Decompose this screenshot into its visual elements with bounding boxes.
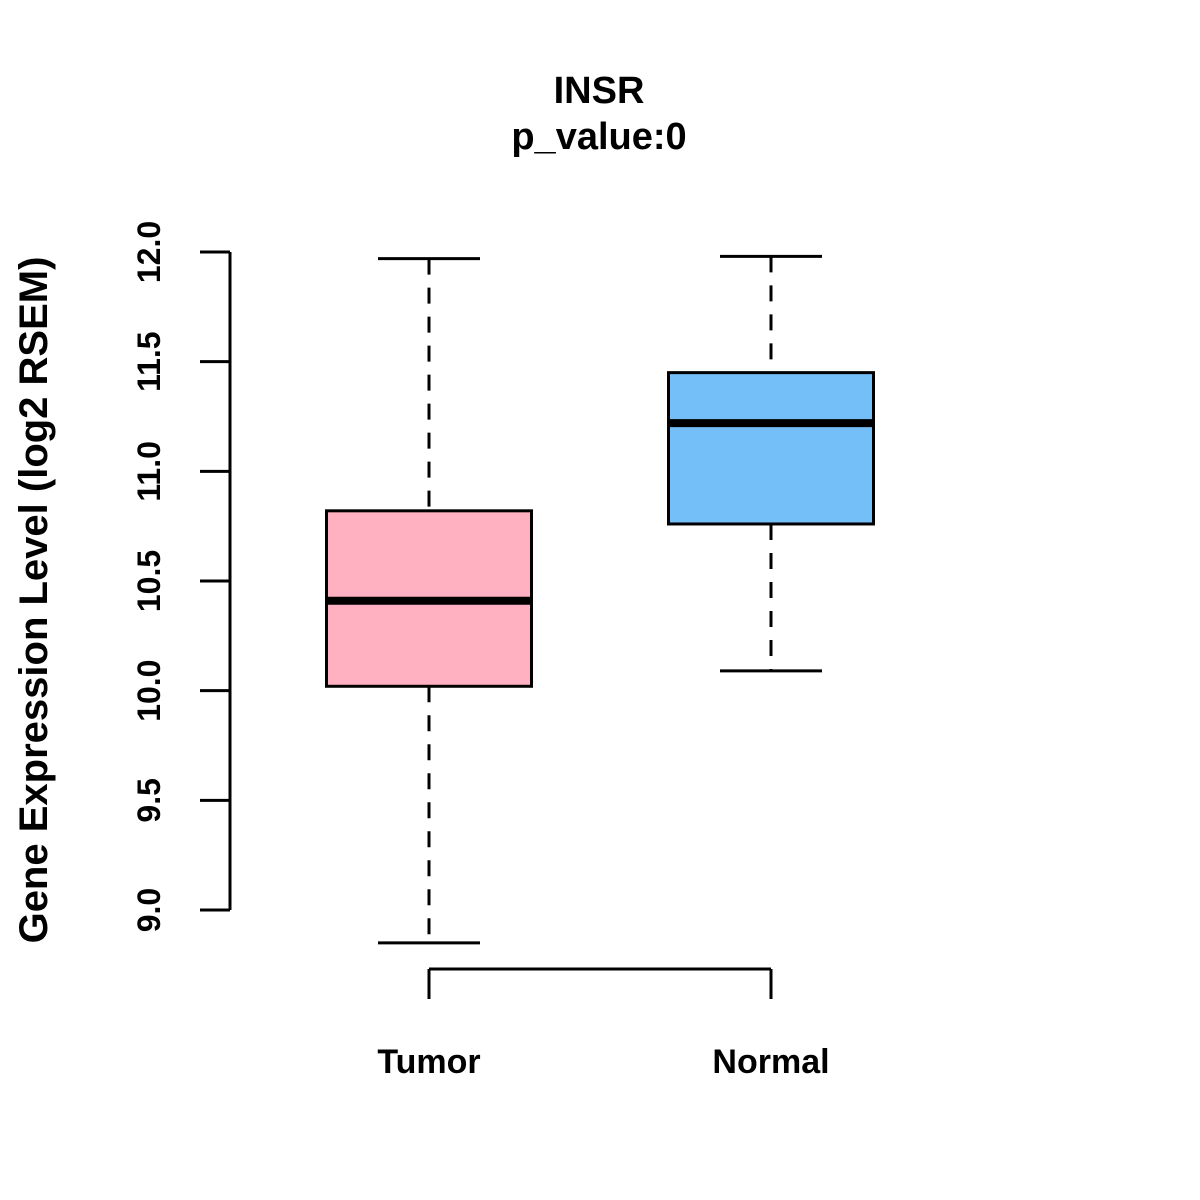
plot-elements: 9.0 9.5 10.0 10.5 11.0 11.5 12.0: [131, 221, 875, 999]
y-tick-label: 11.0: [131, 441, 167, 502]
y-tick-label: 12.0: [131, 221, 167, 283]
normal-box: [667, 371, 875, 526]
x-category-label-tumor: Tumor: [377, 1043, 480, 1081]
y-axis-title: Gene Expression Level (log2 RSEM): [12, 257, 56, 944]
y-tick-label: 9.0: [131, 888, 167, 932]
y-tick-label: 10.0: [131, 660, 167, 722]
y-tick-label: 9.5: [131, 778, 167, 822]
y-tick-label: 11.5: [131, 331, 167, 392]
x-category-label-normal: Normal: [712, 1043, 829, 1081]
y-tick-label: 10.5: [131, 550, 167, 612]
chart-title: INSR: [554, 70, 645, 112]
chart-subtitle: p_value:0: [511, 116, 686, 158]
